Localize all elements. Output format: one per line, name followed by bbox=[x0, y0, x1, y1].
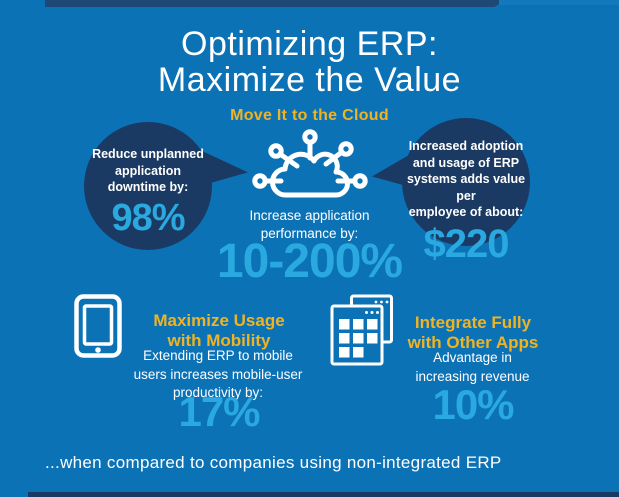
top-accent-bar-navy bbox=[45, 0, 506, 7]
bubble-text-line: and usage of ERP bbox=[412, 155, 520, 170]
mobility-body-line: productivity by: bbox=[172, 385, 264, 401]
cloud-network-icon bbox=[252, 127, 368, 210]
app-windows-icon bbox=[330, 294, 394, 371]
bubble-text-line: systems adds value per bbox=[406, 172, 526, 203]
bubble-text-line: Reduce unplanned bbox=[92, 147, 204, 161]
mobility-heading: Maximize Usage with Mobility bbox=[128, 311, 310, 351]
page-title: Optimizing ERP: Maximize the Value bbox=[0, 26, 619, 98]
mobility-body-line: Extending ERP to mobile bbox=[143, 348, 293, 363]
mobility-body: Extending ERP to mobile users increases … bbox=[112, 347, 324, 403]
tablet-icon bbox=[74, 294, 122, 363]
performance-text: Increase application performance by: bbox=[0, 207, 619, 243]
bottom-accent-bar bbox=[28, 492, 619, 497]
performance-stat-value: 10-200% bbox=[216, 235, 403, 288]
apps-stat-value: 10% bbox=[432, 381, 514, 428]
bubble-text-line: downtime by: bbox=[107, 180, 189, 194]
apps-heading-line: Integrate Fully bbox=[414, 313, 532, 332]
mobility-heading-line: with Mobility bbox=[167, 331, 271, 351]
employee-value-stat-bubble: Increased adoption and usage of ERP syst… bbox=[402, 118, 530, 265]
apps-heading: Integrate Fully with Other Apps bbox=[384, 313, 562, 353]
mobility-body-line: users increases mobile-user bbox=[133, 366, 303, 382]
cloud-section-heading: Move It to the Cloud bbox=[230, 107, 389, 124]
apps-body-line: Advantage in bbox=[433, 350, 512, 365]
mobility-heading-line: Maximize Usage bbox=[153, 311, 285, 330]
downtime-stat-bubble: Reduce unplanned application downtime by… bbox=[84, 122, 212, 250]
bubble-text-line: application bbox=[115, 163, 181, 178]
apps-body-line: increasing revenue bbox=[415, 368, 530, 384]
title-line-1: Optimizing ERP: bbox=[181, 25, 438, 63]
bubble-text-line: employee of about: bbox=[408, 205, 524, 219]
performance-text-line: Increase application bbox=[249, 208, 370, 223]
apps-heading-line: with Other Apps bbox=[407, 333, 539, 353]
mobility-stat-value: 17% bbox=[178, 388, 260, 435]
apps-body: Advantage in increasing revenue bbox=[395, 349, 550, 386]
bubble-text-line: Increased adoption bbox=[408, 139, 524, 153]
performance-text-line: performance by: bbox=[260, 226, 359, 242]
footer-comparison-note: ...when compared to companies using non-… bbox=[45, 453, 502, 472]
title-line-2: Maximize the Value bbox=[157, 61, 462, 100]
downtime-stat-value: 98% bbox=[111, 196, 185, 239]
employee-value-stat-value: $220 bbox=[423, 221, 510, 266]
top-accent-bar-blue bbox=[499, 0, 619, 5]
